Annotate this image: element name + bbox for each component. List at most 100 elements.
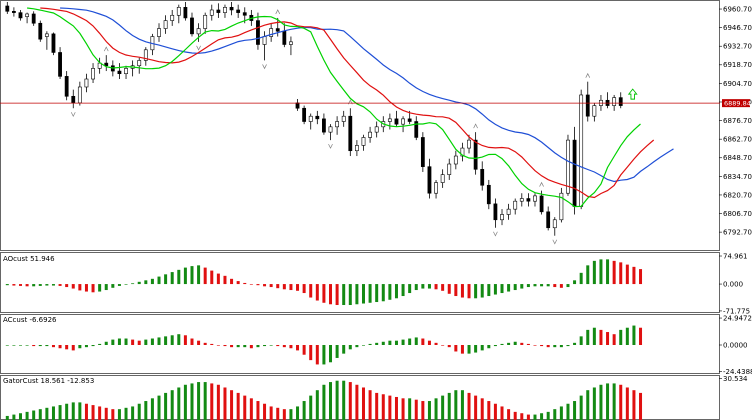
gator-bar xyxy=(243,395,247,420)
histogram-bar xyxy=(526,343,530,345)
candle-body xyxy=(91,68,95,80)
histogram-bar xyxy=(586,329,590,345)
price-candles xyxy=(5,2,623,236)
candle-body xyxy=(196,28,201,35)
candle-body xyxy=(308,115,313,122)
ao-pane[interactable]: AOcust 51.946 74.961 0.000 -71.775 xyxy=(0,252,751,315)
histogram-bar xyxy=(18,284,22,286)
histogram-bar xyxy=(513,284,517,291)
ac-axis: 24.9472 0.0000 -24.4388 xyxy=(719,314,752,376)
candle-body xyxy=(566,139,570,194)
gator-pane[interactable]: GatorCust 18.561 -12.853 30.534 xyxy=(0,375,749,420)
histogram-bar xyxy=(546,284,550,287)
histogram-bar xyxy=(282,284,286,290)
candle-body xyxy=(493,203,498,221)
candle-body xyxy=(137,60,142,67)
ao-pane-frame xyxy=(0,252,720,313)
gator-bar xyxy=(520,413,524,420)
candle xyxy=(374,121,379,138)
candle xyxy=(434,179,438,199)
price-pane[interactable]: 6960.706946.706932.706918.706904.706890.… xyxy=(0,0,752,251)
gator-bar xyxy=(388,395,392,420)
candle-body xyxy=(460,147,465,157)
histogram-bar xyxy=(434,342,438,345)
gator-bar xyxy=(355,384,359,420)
gator-bar xyxy=(137,403,141,420)
histogram-bar xyxy=(447,345,451,348)
histogram-bar xyxy=(5,284,9,286)
candle-body xyxy=(519,198,524,202)
histogram-bar xyxy=(12,345,16,346)
histogram-bar xyxy=(447,284,451,294)
candle-body xyxy=(104,62,109,67)
ac-pane[interactable]: ACcust -6.6926 24.9472 0.0000 -24.4388 xyxy=(0,314,752,376)
gator-bar xyxy=(203,382,207,420)
candle-body xyxy=(315,115,320,120)
histogram-bar xyxy=(592,260,596,285)
histogram-bar xyxy=(111,339,115,345)
candle xyxy=(124,65,128,80)
candle xyxy=(308,113,313,130)
histogram-bar xyxy=(573,280,577,285)
candle xyxy=(18,9,23,21)
fractal-up-icon xyxy=(539,181,544,187)
candle-body xyxy=(368,131,372,138)
candle xyxy=(592,102,597,122)
gator-bar xyxy=(579,395,583,420)
fractal-up-icon xyxy=(103,46,109,52)
current-price-tag: 6889.84 xyxy=(722,99,751,107)
gator-bar xyxy=(639,392,643,420)
gator-bar xyxy=(441,395,445,420)
candle-body xyxy=(203,14,208,29)
gator-bar xyxy=(487,401,491,420)
histogram-bar xyxy=(579,272,583,285)
candle xyxy=(31,11,36,26)
gator-bar xyxy=(289,409,293,420)
gator-bar xyxy=(164,392,168,420)
candle-body xyxy=(176,7,181,16)
candle xyxy=(5,2,10,14)
gator-bar xyxy=(12,414,16,420)
candle-body xyxy=(579,94,584,207)
candle xyxy=(176,4,181,24)
candle xyxy=(190,12,194,37)
candle xyxy=(486,179,491,210)
candle xyxy=(519,193,524,207)
histogram-bar xyxy=(566,345,570,347)
gator-bar xyxy=(269,406,273,420)
gator-bar xyxy=(592,387,596,420)
histogram-bar xyxy=(467,345,471,354)
candle xyxy=(328,124,333,141)
candle-body xyxy=(348,115,353,152)
candle xyxy=(275,17,280,37)
histogram-bar xyxy=(520,284,524,289)
histogram-bar xyxy=(78,284,82,291)
histogram-bar xyxy=(559,345,563,348)
candle xyxy=(420,132,425,172)
ac-histogram xyxy=(5,325,643,365)
histogram-bar xyxy=(441,345,445,346)
histogram-bar xyxy=(296,345,300,351)
histogram-bar xyxy=(329,345,333,363)
candle xyxy=(453,150,458,170)
candle xyxy=(38,20,43,42)
gator-bar xyxy=(45,407,49,420)
candle xyxy=(401,116,405,133)
histogram-bar xyxy=(355,345,359,348)
histogram-bar xyxy=(124,338,128,345)
candle-body xyxy=(533,195,537,202)
candle-body xyxy=(77,86,82,104)
gator-bar xyxy=(500,406,504,420)
histogram-bar xyxy=(190,266,194,285)
candle-body xyxy=(335,121,340,128)
price-tick-label: 6946.70 xyxy=(723,24,752,32)
histogram-bar xyxy=(58,284,62,286)
gator-bar xyxy=(276,407,280,420)
candle xyxy=(618,92,623,109)
candle-body xyxy=(209,9,214,16)
price-tick-label: 6862.70 xyxy=(723,136,752,144)
histogram-bar xyxy=(322,345,326,365)
histogram-bar xyxy=(131,339,135,345)
gator-bar xyxy=(619,384,623,420)
